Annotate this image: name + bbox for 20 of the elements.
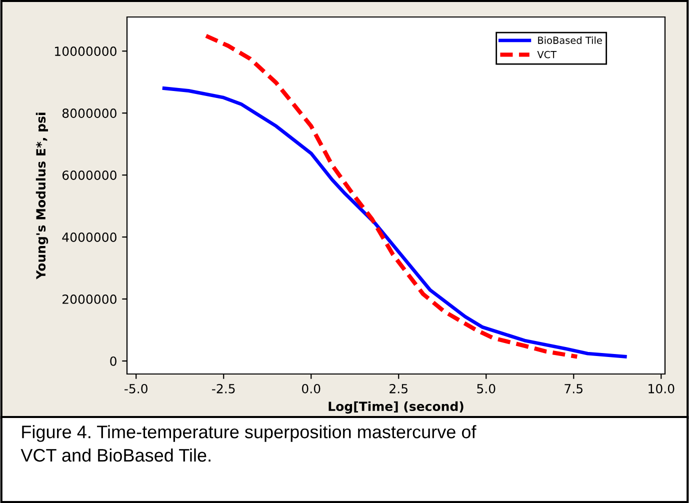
y-tick-label: 4000000: [62, 232, 116, 242]
legend-label: BioBased Tile: [538, 36, 602, 44]
x-tick-label: -2.5: [212, 384, 235, 394]
line-series: [162, 86, 627, 358]
x-tick-label: 7.5: [564, 384, 582, 394]
x-axis-title: Log[Time] (second): [328, 401, 464, 414]
y-tick-label: 0: [110, 356, 116, 366]
y-tick-label: 6000000: [62, 170, 116, 180]
y-tick-label: 8000000: [62, 108, 116, 118]
y-tick-label: 10000000: [55, 46, 116, 56]
caption: Figure 4. Time-temperature superposition mastercurve of VCT and BioBased Tile.: [20, 425, 476, 462]
y-axis-title: Young's Modulus E*, psi: [36, 112, 48, 280]
line-series: [204, 34, 580, 359]
x-tick-label: 2.5: [390, 384, 408, 394]
y-tick-label: 2000000: [62, 294, 116, 304]
x-tick-label: 0.0: [302, 384, 320, 394]
legend-label: VCT: [537, 50, 557, 58]
x-tick-label: -5.0: [124, 384, 148, 394]
x-tick-label: 5.0: [477, 384, 496, 394]
x-tick-label: 10.0: [648, 384, 674, 394]
